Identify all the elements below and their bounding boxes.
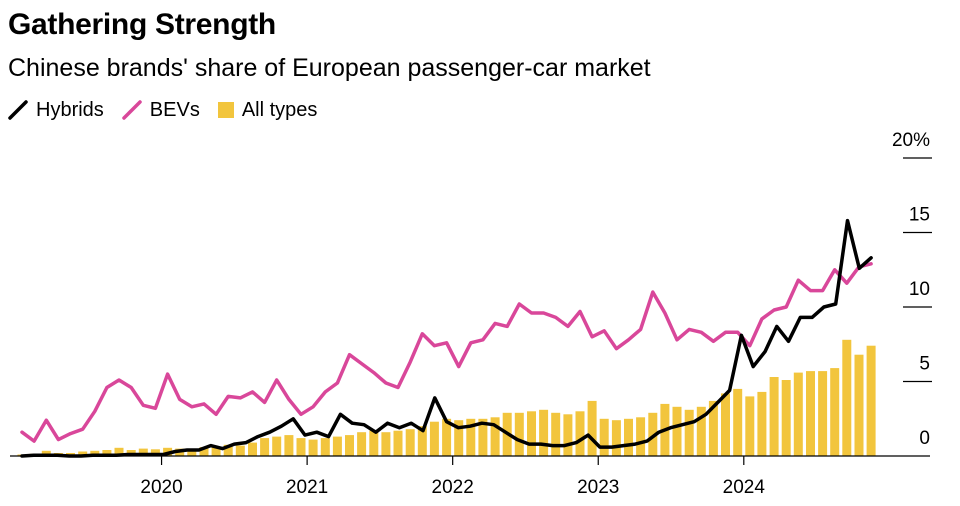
- legend-label-all-types: All types: [241, 98, 318, 121]
- bar-all-types: [320, 438, 330, 456]
- bar-all-types: [769, 377, 779, 456]
- bar-all-types: [745, 396, 755, 456]
- bar-all-types: [381, 432, 391, 456]
- bar-all-types: [284, 435, 294, 456]
- y-tick-label: 15: [909, 205, 930, 226]
- all-types-bars: [17, 339, 876, 457]
- bar-all-types: [527, 411, 536, 456]
- bar-all-types: [781, 380, 791, 456]
- bar-all-types: [806, 371, 815, 456]
- bar-all-types: [830, 368, 840, 456]
- chart-title: Gathering Strength: [8, 8, 276, 41]
- bar-all-types: [442, 418, 452, 457]
- bar-all-types: [624, 418, 633, 457]
- bar-all-types: [308, 439, 318, 456]
- x-tick-label: 2021: [286, 477, 328, 498]
- y-tick-label: 0: [919, 428, 930, 449]
- bar-all-types: [733, 388, 743, 456]
- bar-all-types: [648, 412, 658, 456]
- bar-all-types: [345, 435, 354, 456]
- legend-label-hybrids: Hybrids: [36, 98, 104, 121]
- bevs-line-swatch-icon: [122, 100, 142, 120]
- bar-all-types: [138, 448, 148, 457]
- bar-all-types: [818, 371, 828, 456]
- bar-all-types: [211, 447, 221, 456]
- legend-item-hybrids: Hybrids: [8, 99, 104, 122]
- legend-item-all-types: All types: [217, 98, 318, 122]
- bar-all-types: [842, 339, 852, 456]
- bar-all-types: [429, 421, 439, 456]
- bar-all-types: [587, 400, 597, 456]
- bar-all-types: [235, 445, 245, 456]
- bar-all-types: [684, 409, 694, 456]
- bar-all-types: [514, 412, 524, 456]
- all-types-bar-swatch-icon: [217, 102, 234, 118]
- hybrids-line-swatch-icon: [8, 100, 28, 120]
- bar-all-types: [332, 436, 342, 456]
- bar-all-types: [575, 411, 585, 456]
- bar-all-types: [611, 420, 621, 456]
- bar-all-types: [490, 417, 500, 456]
- legend: Hybrids BEVs All types: [8, 96, 335, 124]
- bar-all-types: [260, 438, 270, 456]
- bar-all-types: [636, 417, 646, 456]
- x-tick-label: 2024: [723, 477, 766, 498]
- bar-all-types: [599, 418, 609, 457]
- bar-all-types: [696, 406, 706, 456]
- axes: 2020 2021 2022 2023 2024 0 5 10 15 20%: [10, 130, 932, 498]
- bar-all-types: [223, 444, 233, 456]
- bar-all-types: [393, 430, 403, 456]
- bar-all-types: [672, 406, 682, 456]
- bar-all-types: [150, 449, 160, 456]
- bar-all-types: [417, 426, 427, 456]
- x-tick-label: 2023: [577, 477, 619, 498]
- bar-all-types: [866, 345, 876, 456]
- bar-all-types: [248, 442, 257, 456]
- bar-all-types: [757, 391, 767, 456]
- line-hybrids: [20, 218, 873, 458]
- bar-all-types: [551, 412, 561, 456]
- bar-all-types: [41, 450, 51, 456]
- chart-subtitle: Chinese brands' share of European passen…: [8, 54, 651, 82]
- bar-all-types: [296, 438, 306, 456]
- x-tick-label: 2022: [432, 477, 474, 498]
- bar-all-types: [563, 414, 573, 456]
- bar-all-types: [199, 447, 209, 456]
- bar-all-types: [272, 436, 282, 456]
- bar-all-types: [369, 430, 379, 456]
- bar-all-types: [102, 450, 112, 456]
- y-tick-label: 5: [919, 354, 930, 375]
- y-tick-label: 20%: [892, 130, 930, 151]
- bar-all-types: [478, 418, 488, 457]
- y-tick-label: 10: [909, 279, 930, 300]
- bar-all-types: [405, 429, 415, 456]
- bar-all-types: [78, 451, 88, 456]
- bar-all-types: [454, 420, 464, 456]
- bar-all-types: [90, 450, 100, 456]
- x-tick-label: 2020: [140, 477, 182, 498]
- series-lines: [20, 218, 873, 458]
- legend-label-bevs: BEVs: [149, 98, 200, 121]
- bar-all-types: [187, 448, 197, 457]
- line-bevs: [20, 262, 873, 443]
- bar-all-types: [721, 393, 730, 456]
- bar-all-types: [539, 409, 549, 456]
- bar-all-types: [854, 354, 864, 456]
- bar-all-types: [357, 432, 367, 456]
- bar-all-types: [708, 400, 718, 456]
- legend-item-bevs: BEVs: [122, 99, 200, 122]
- bar-all-types: [114, 447, 124, 456]
- bar-all-types: [793, 372, 803, 456]
- bar-all-types: [466, 418, 476, 457]
